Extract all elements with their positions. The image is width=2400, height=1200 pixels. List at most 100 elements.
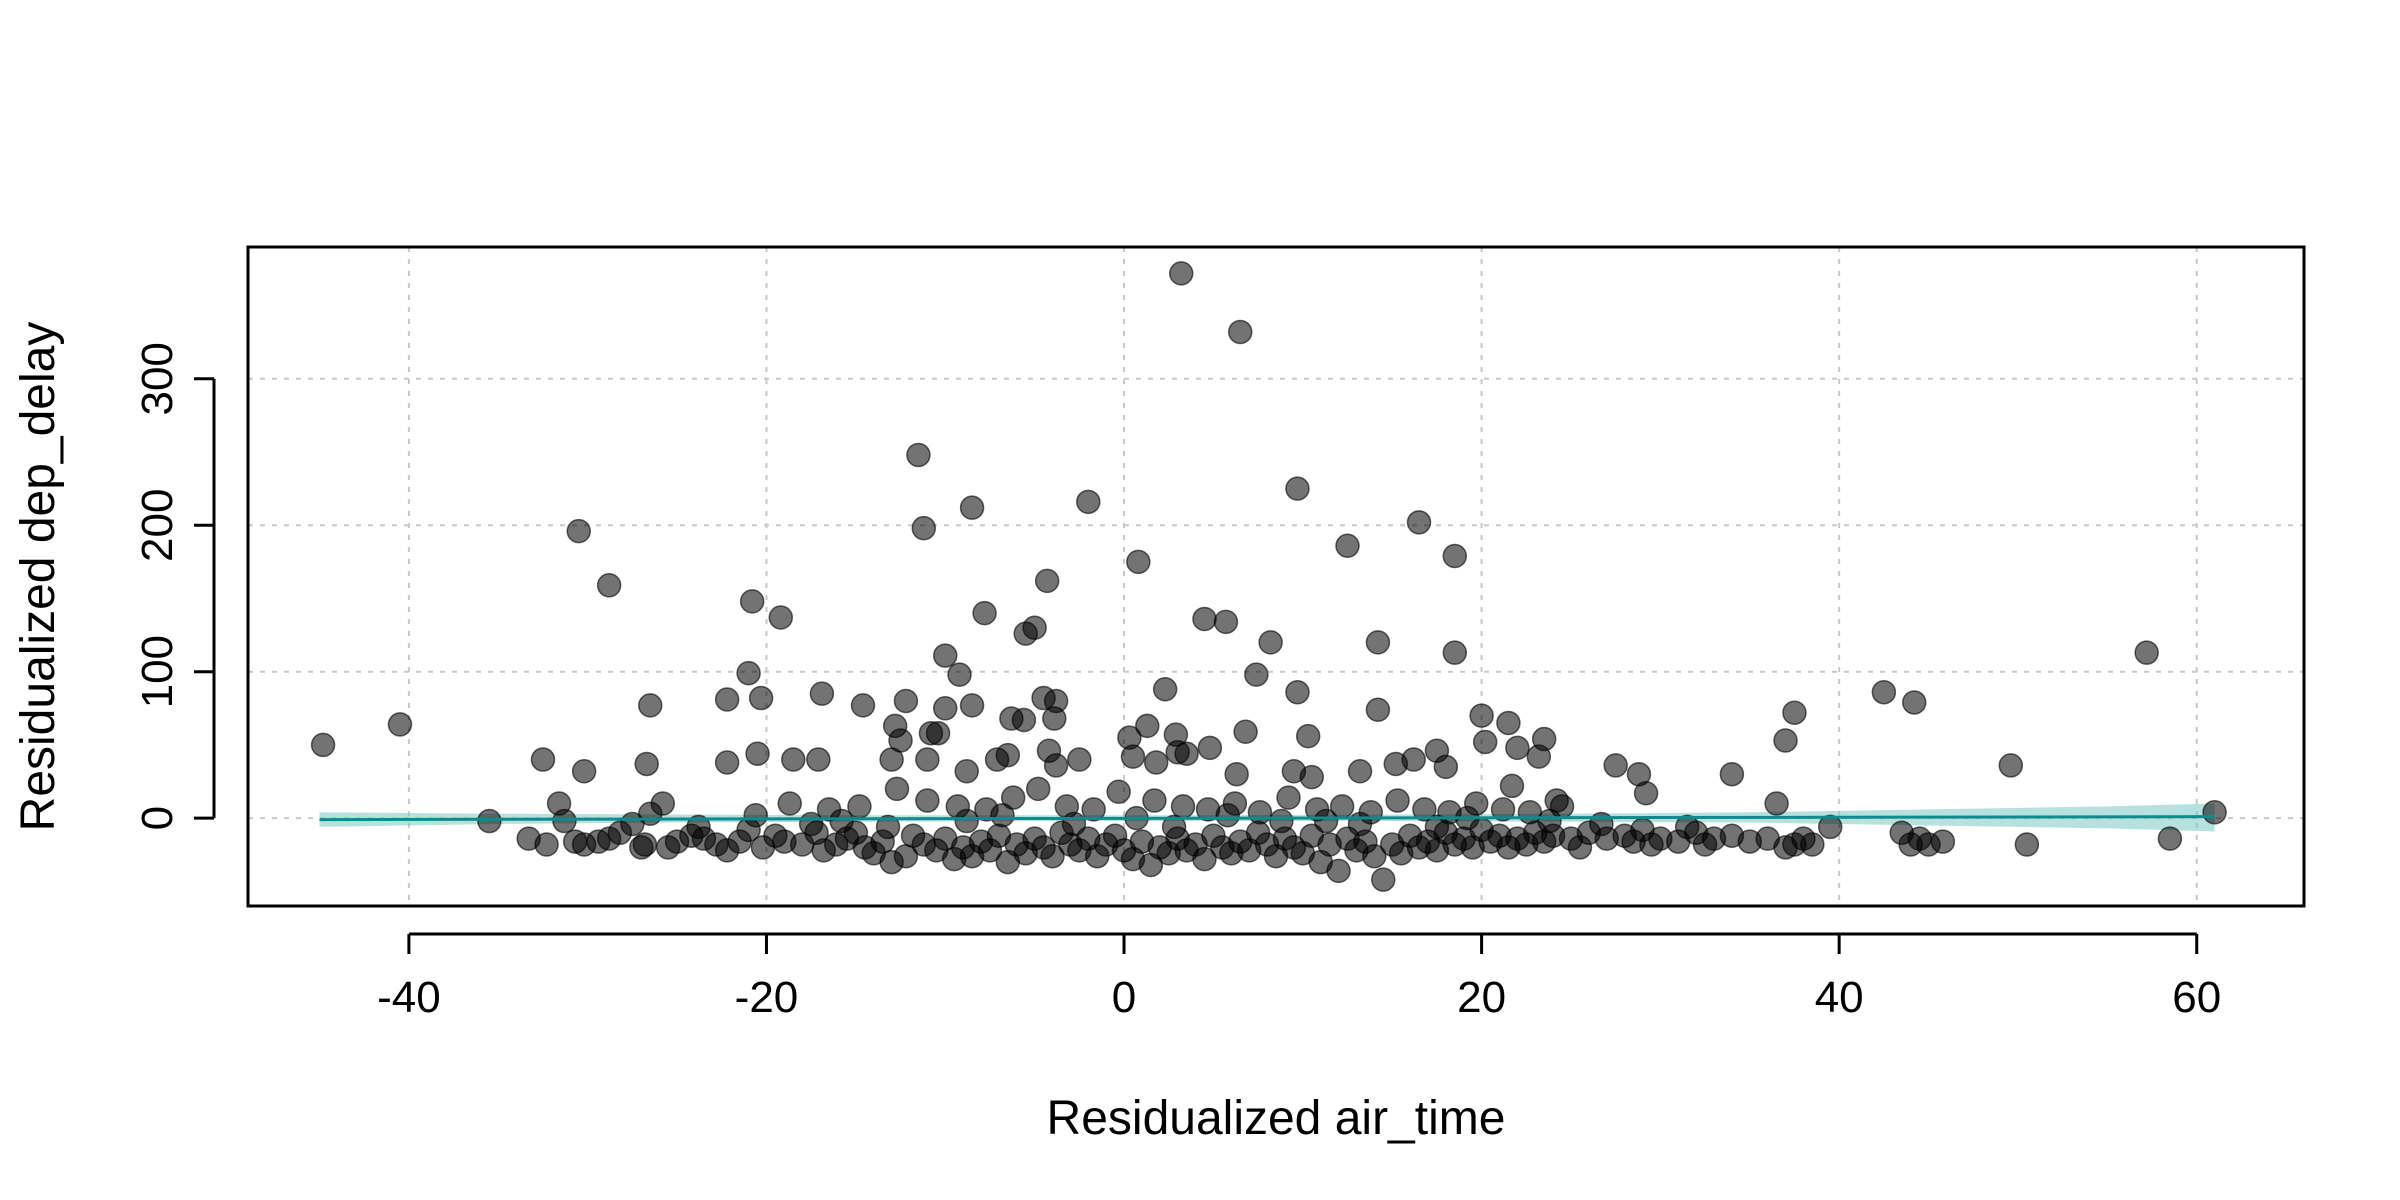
data-point [809,681,835,706]
data-point [714,750,740,775]
data-point [629,835,654,860]
data-point [1544,788,1569,813]
data-point [745,741,770,766]
data-point [1061,811,1087,837]
data-point [686,814,711,840]
data-point [1258,630,1283,655]
data-point [2134,640,2159,665]
x-tick-label: 0 [1112,973,1136,1022]
data-point [806,747,831,772]
x-tick-label: -20 [735,973,799,1022]
data-point [1135,713,1160,739]
data-point [1347,759,1373,784]
data-point [1371,867,1396,892]
data-point [1773,728,1798,753]
data-point [1719,761,1745,787]
x-tick-label: -40 [377,973,441,1022]
data-point [1040,843,1065,869]
plot-frame [246,245,2306,908]
data-point [1800,832,1825,857]
data-point [1326,858,1351,884]
data-point [1347,811,1373,837]
data-point [781,747,806,772]
data-point [1213,609,1239,635]
data-point [1469,703,1494,728]
data-point [477,808,502,834]
data-point [566,518,591,544]
data-point [1034,568,1060,594]
y-tick-label: 200 [133,489,182,562]
data-point [1161,814,1187,840]
data-point [1295,723,1321,749]
data-point [1081,797,1106,822]
data-point [1170,794,1196,819]
data-point [1589,811,1614,837]
data-point [1499,773,1525,799]
data-point [1276,785,1301,810]
data-point [875,814,901,840]
data-point [596,573,622,598]
data-point [1496,710,1521,736]
data-point [571,759,597,784]
data-point [1043,753,1069,778]
data-point [1401,747,1426,772]
points-layer [310,261,2227,892]
x-axis: -40 -20 0 20 40 60 [377,932,2221,1022]
data-point [634,751,659,777]
y-tick-label: 0 [133,806,182,830]
data-point [995,742,1021,768]
data-point [915,747,940,772]
data-point [954,808,979,834]
data-point [1285,476,1310,501]
data-point [638,693,663,718]
data-point [1269,808,1294,834]
data-point [1067,747,1092,772]
data-point [798,811,824,837]
data-point [1537,808,1562,834]
data-point [1224,761,1249,787]
data-point [736,660,761,686]
data-point [2014,832,2040,857]
data-point [947,662,972,687]
data-point [911,515,937,541]
data-point [650,791,676,816]
data-point [1472,729,1498,755]
grid [248,247,2304,906]
data-point [1930,829,1956,854]
data-point [1412,797,1437,822]
data-point [1192,846,1217,872]
x-axis-title: Residualized air_time [1047,1092,1506,1145]
data-point [1490,797,1516,822]
data-point [918,720,944,746]
data-point [1871,679,1897,705]
data-point [1143,750,1169,775]
data-point [954,759,979,784]
data-point [1313,808,1339,834]
data-point [1106,779,1131,805]
data-point [1365,697,1391,723]
data-point [1000,785,1026,810]
data-point [1782,700,1807,725]
data-point [959,495,985,520]
data-point [906,442,931,468]
data-point [1197,735,1223,761]
data-point [534,832,559,857]
data-point [1365,630,1391,655]
data-point [1244,662,1269,687]
x-tick-label: 40 [1815,973,1864,1022]
data-point [748,685,774,711]
data-point [1227,319,1253,345]
y-tick-label: 100 [133,635,182,708]
data-point [893,688,919,714]
data-point [1764,791,1789,816]
data-point [850,693,876,718]
data-point [1442,543,1468,569]
data-point [768,605,794,630]
data-point [1335,533,1360,558]
data-point [1174,741,1199,766]
data-point [777,791,802,816]
data-point [933,696,958,721]
x-tick-label: 20 [1457,973,1506,1022]
data-point [1385,788,1410,813]
